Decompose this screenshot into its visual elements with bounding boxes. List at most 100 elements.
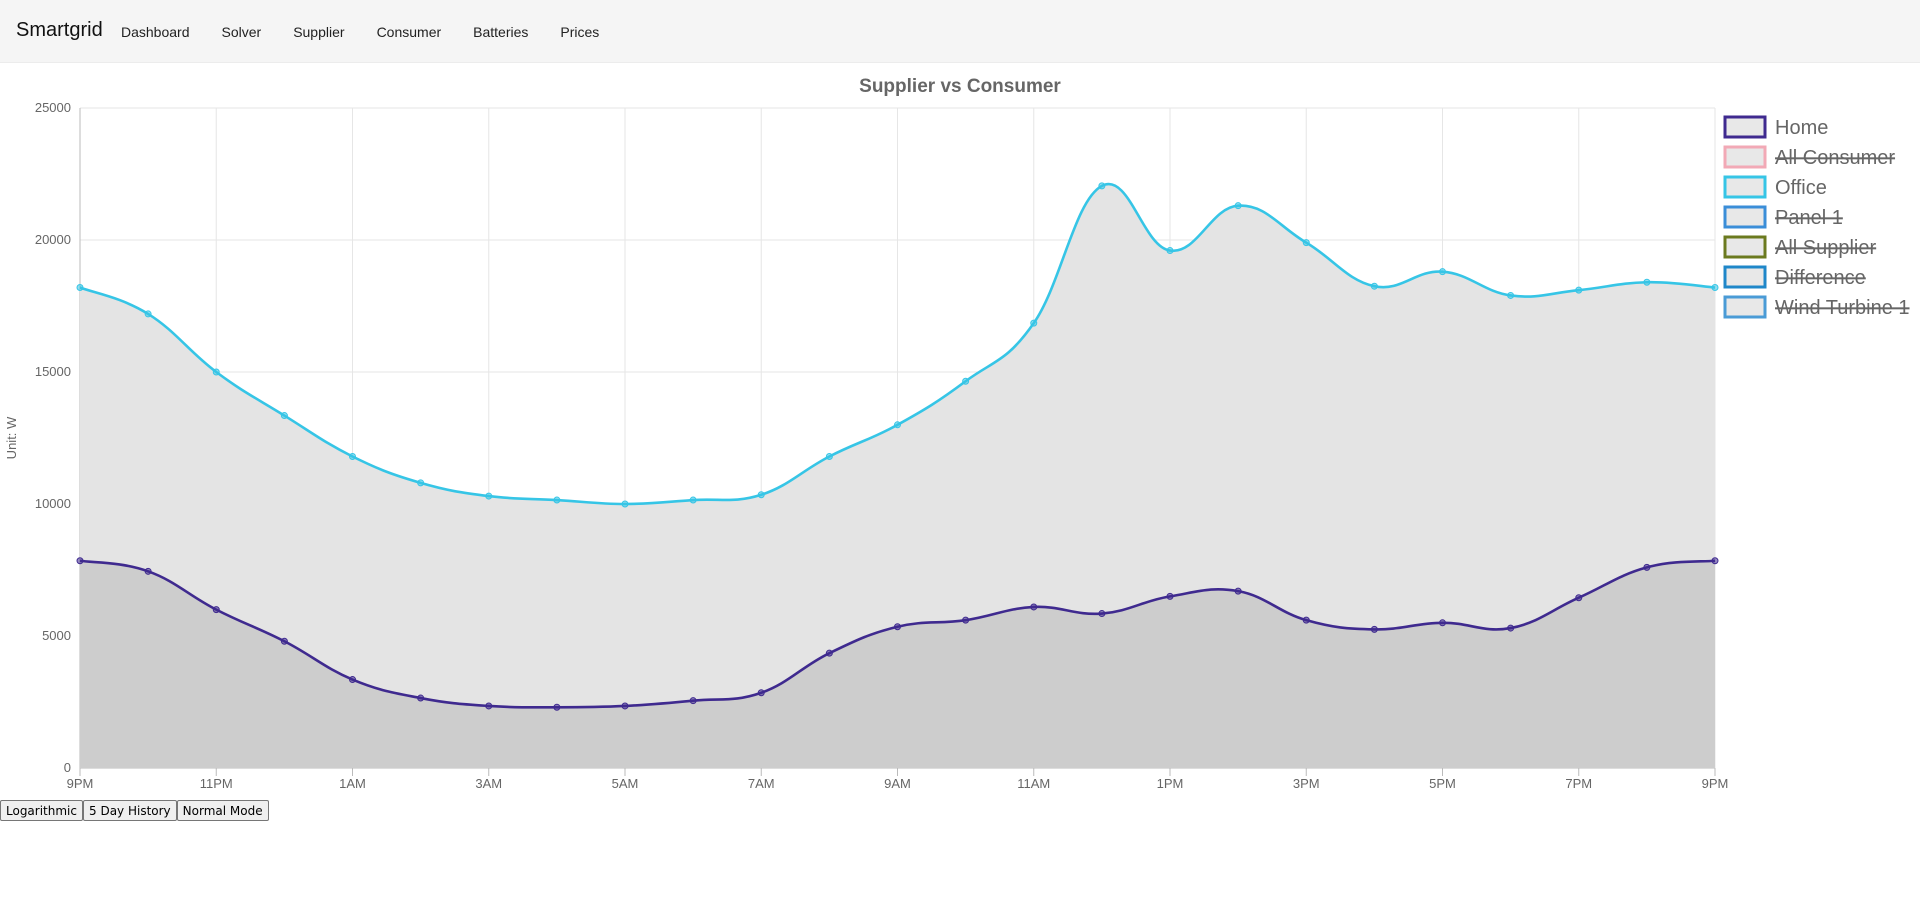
legend-swatch-difference — [1723, 265, 1767, 289]
x-tick-label: 3PM — [1293, 776, 1320, 791]
normal-mode-button[interactable]: Normal Mode — [176, 800, 269, 821]
point-office — [825, 452, 833, 460]
point-home — [1575, 594, 1583, 602]
point-home — [1166, 592, 1174, 600]
point-home — [417, 694, 425, 702]
point-home — [76, 557, 84, 565]
point-home — [485, 702, 493, 710]
y-tick-label: 5000 — [42, 628, 71, 643]
point-home — [1507, 624, 1515, 632]
point-home — [553, 703, 561, 711]
chart: Supplier vs Consumer Unit: W 0 5000 10000 1… — [4, 76, 1910, 791]
x-tick-label: 11AM — [1017, 776, 1050, 791]
y-tick-label: 10000 — [35, 496, 71, 511]
point-office — [621, 500, 629, 508]
nav-dashboard[interactable]: Dashboard — [121, 23, 190, 40]
y-tick-label: 20000 — [35, 232, 71, 247]
point-home — [1098, 610, 1106, 618]
nav-solver[interactable]: Solver — [221, 23, 262, 40]
point-office — [76, 284, 84, 292]
point-office — [1302, 239, 1310, 247]
point-home — [1643, 563, 1651, 571]
brand-link[interactable]: Smartgrid — [16, 19, 103, 41]
point-home — [1302, 616, 1310, 624]
five-day-history-button[interactable]: 5 Day History — [83, 800, 177, 821]
point-office — [417, 479, 425, 487]
point-office — [689, 496, 697, 504]
point-home — [962, 616, 970, 624]
point-office — [1030, 319, 1038, 327]
point-office — [1439, 268, 1446, 276]
x-tick-label: 9PM — [67, 776, 94, 791]
chart-title: Supplier vs Consumer — [859, 76, 1061, 97]
point-home — [894, 623, 901, 631]
nav-batteries[interactable]: Batteries — [473, 23, 529, 40]
legend-swatch-wind-turbine-1 — [1723, 295, 1767, 319]
point-office — [1507, 291, 1515, 299]
point-office — [1711, 284, 1719, 292]
legend-label-panel-1: Panel 1 — [1775, 207, 1843, 229]
point-home — [1030, 603, 1038, 611]
x-tick-label: 9AM — [884, 776, 911, 791]
legend-label-all-consumer: All Consumer — [1775, 147, 1895, 169]
x-tick-label: 1AM — [339, 776, 366, 791]
point-home — [1234, 587, 1242, 595]
point-home — [280, 637, 288, 645]
nav-menu: Dashboard Solver Supplier Consumer Batte… — [105, 0, 615, 63]
legend-swatch-all-consumer — [1723, 145, 1767, 169]
legend-swatch-panel-1 — [1723, 205, 1767, 229]
x-tick-label: 7PM — [1565, 776, 1592, 791]
point-office — [1098, 182, 1106, 190]
point-office — [1643, 278, 1651, 286]
point-office — [1234, 202, 1242, 210]
legend-label-difference: Difference — [1775, 267, 1866, 289]
nav-consumer[interactable]: Consumer — [376, 23, 442, 40]
logarithmic-button[interactable]: Logarithmic — [0, 800, 83, 821]
x-tick-label: 9PM — [1702, 776, 1729, 791]
point-home — [212, 606, 220, 614]
x-tick-label: 3AM — [475, 776, 502, 791]
point-home — [757, 689, 765, 697]
point-home — [689, 697, 697, 705]
point-office — [1575, 286, 1583, 294]
y-tick-label: 0 — [64, 760, 71, 775]
x-tick-label: 5AM — [612, 776, 639, 791]
legend-label-office: Office — [1775, 177, 1827, 199]
y-tick-label: 25000 — [35, 100, 71, 115]
data-points — [76, 182, 1719, 711]
point-office — [349, 452, 356, 460]
point-office — [962, 377, 970, 385]
point-home — [1370, 625, 1378, 633]
legend: Home All Consumer Office Panel 1 All Supplie… — [1723, 115, 1910, 319]
area-home — [80, 560, 1715, 768]
x-tick-label: 7AM — [748, 776, 775, 791]
nav-supplier[interactable]: Supplier — [293, 23, 345, 40]
nav-prices[interactable]: Prices — [560, 23, 600, 40]
y-axis-label: Unit: W — [4, 416, 19, 459]
point-office — [280, 412, 288, 420]
point-office — [485, 492, 493, 500]
point-office — [553, 496, 561, 504]
legend-label-wind-turbine-1: Wind Turbine 1 — [1775, 297, 1910, 319]
point-office — [894, 421, 901, 429]
x-tick-label: 5PM — [1429, 776, 1456, 791]
legend-label-all-supplier: All Supplier — [1775, 237, 1877, 259]
point-office — [212, 368, 220, 376]
tick-labels: 0 5000 10000 15000 20000 25000 9PM 11PM 1AM 3AM 5A… — [35, 100, 1729, 791]
point-home — [144, 567, 152, 575]
legend-label-home: Home — [1775, 117, 1828, 139]
legend-swatch-office — [1723, 175, 1767, 199]
point-home — [621, 702, 629, 710]
point-office — [1370, 282, 1378, 290]
point-office — [1166, 247, 1174, 255]
point-office — [144, 310, 152, 318]
navbar: Smartgrid Dashboard Solver Supplier Cons… — [0, 0, 1920, 63]
button-row: Logarithmic 5 Day History Normal Mode — [0, 800, 269, 821]
y-tick-label: 15000 — [35, 364, 71, 379]
x-tick-label: 1PM — [1157, 776, 1184, 791]
legend-swatch-home — [1723, 115, 1767, 139]
point-home — [1711, 557, 1719, 565]
point-home — [349, 676, 356, 684]
point-home — [1439, 619, 1446, 627]
point-home — [825, 649, 833, 657]
